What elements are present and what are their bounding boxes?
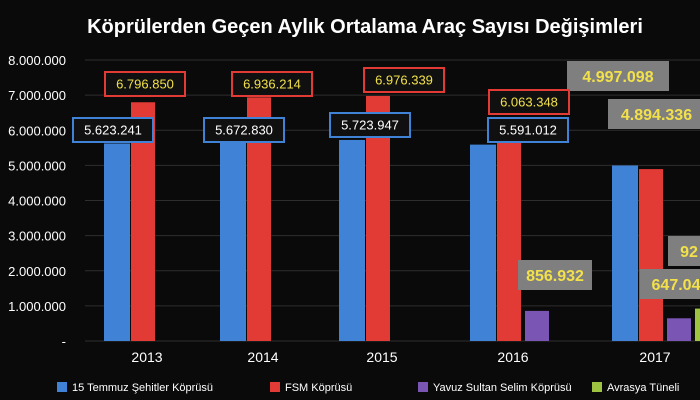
- bar-15-temmuz-sehitler-koprusu-2017: [612, 165, 638, 341]
- data-label-text: 647.04: [652, 277, 700, 294]
- data-label-box: [518, 260, 592, 290]
- bar-avrasya-tuneli-2017: [695, 308, 700, 341]
- data-label-fsm-koprusu-2013: 6.796.850: [104, 71, 186, 97]
- y-tick-label: 8.000.000: [8, 53, 66, 68]
- data-label-box: [668, 236, 700, 266]
- y-tick-label: 3.000.000: [8, 229, 66, 244]
- chart-title: Köprülerden Geçen Aylık Ortalama Araç Sa…: [87, 16, 643, 38]
- x-tick-label: 2016: [497, 349, 528, 365]
- data-label-text: 4.894.336: [621, 107, 692, 124]
- data-label-15-temmuz-sehitler-koprusu-2013: 5.623.241: [72, 117, 154, 143]
- data-label-box: [363, 67, 445, 93]
- y-tick-label: 5.000.000: [8, 158, 66, 173]
- grid: [85, 59, 700, 342]
- data-label-text: 6.796.850: [116, 77, 174, 92]
- legend-swatch: [57, 382, 67, 392]
- x-tick-label: 2013: [131, 349, 162, 365]
- data-label-fsm-koprusu-2014: 6.936.214: [231, 71, 313, 97]
- bars: [104, 95, 700, 342]
- data-label-text: 6.063.348: [500, 95, 558, 110]
- data-label-text: 5.591.012: [499, 123, 557, 138]
- legend-label: 15 Temmuz Şehitler Köprüsü: [72, 382, 213, 394]
- data-label-fsm-koprusu-2016: 6.063.348: [488, 89, 570, 115]
- data-labels: 5.623.241 5.672.830 5.723.947 5.591.012 4.99…: [72, 61, 700, 299]
- y-axis: 8.000.000 7.000.000 6.000.000 5.000.000 4.00…: [8, 53, 66, 349]
- legend-swatch: [270, 382, 280, 392]
- bar-15-temmuz-sehitler-koprusu-2016: [470, 144, 496, 341]
- legend-item-fsm-koprusu: FSM Köprüsü: [270, 382, 352, 394]
- data-label-box: [72, 117, 154, 143]
- data-label-text: 4.997.098: [582, 69, 653, 86]
- legend-label: Yavuz Sultan Selim Köprüsü: [433, 382, 572, 394]
- data-label-box: [487, 117, 569, 143]
- y-tick-label: 7.000.000: [8, 88, 66, 103]
- data-label-box: [640, 269, 700, 299]
- data-label-fsm-koprusu-2017: 4.894.336: [608, 99, 700, 129]
- x-tick-label: 2017: [639, 349, 670, 365]
- x-tick-label: 2014: [247, 349, 278, 365]
- data-label-box: [608, 99, 700, 129]
- data-label-box: [104, 71, 186, 97]
- x-tick-label: 2015: [366, 349, 397, 365]
- data-label-text: 5.623.241: [84, 123, 142, 138]
- legend-item-avrasya-tuneli: Avrasya Tüneli: [592, 382, 679, 394]
- legend-swatch: [418, 382, 428, 392]
- y-tick-label: 4.000.000: [8, 194, 66, 209]
- legend-label: FSM Köprüsü: [285, 382, 352, 394]
- data-label-text: 6.936.214: [243, 77, 301, 92]
- data-label-box: [329, 112, 411, 138]
- data-label-box: [488, 89, 570, 115]
- data-label-box: [231, 71, 313, 97]
- bar-15-temmuz-sehitler-koprusu-2013: [104, 143, 130, 341]
- y-tick-label: 2.000.000: [8, 264, 66, 279]
- legend: 15 Temmuz Şehitler Köprüsü FSM Köprüsü Yav…: [57, 382, 679, 394]
- data-label-text: 92: [680, 244, 698, 261]
- bar-fsm-koprusu-2016: [497, 128, 521, 341]
- data-label-yavuz-sultan-selim-koprusu-2016: 856.932: [518, 260, 592, 290]
- data-label-avrasya-tuneli-2017: 92: [668, 236, 700, 266]
- data-label-text: 5.672.830: [215, 123, 273, 138]
- data-label-text: 5.723.947: [341, 118, 399, 133]
- data-label-box: [567, 61, 669, 91]
- data-label-fsm-koprusu-2015: 6.976.339: [363, 67, 445, 93]
- data-label-15-temmuz-sehitler-koprusu-2017: 4.997.098: [567, 61, 669, 91]
- bar-yavuz-sultan-selim-koprusu-2016: [525, 310, 549, 341]
- y-tick-label: 6.000.000: [8, 123, 66, 138]
- data-label-text: 6.976.339: [375, 73, 433, 88]
- legend-label: Avrasya Tüneli: [607, 382, 679, 394]
- data-label-15-temmuz-sehitler-koprusu-2016: 5.591.012: [487, 117, 569, 143]
- y-tick-label: 1.000.000: [8, 299, 66, 314]
- bar-15-temmuz-sehitler-koprusu-2015: [339, 139, 365, 341]
- data-label-box: [203, 117, 285, 143]
- bar-yavuz-sultan-selim-koprusu-2017: [667, 318, 691, 341]
- x-axis: 2013 2014 2015 2016 2017: [131, 349, 670, 365]
- data-label-15-temmuz-sehitler-koprusu-2014: 5.672.830: [203, 117, 285, 143]
- legend-item-yavuz-sultan-selim-koprusu: Yavuz Sultan Selim Köprüsü: [418, 382, 572, 394]
- bar-15-temmuz-sehitler-koprusu-2014: [220, 141, 246, 341]
- data-label-15-temmuz-sehitler-koprusu-2015: 5.723.947: [329, 112, 411, 138]
- y-tick-label: -: [62, 334, 66, 349]
- legend-swatch: [592, 382, 602, 392]
- data-label-yavuz-sultan-selim-koprusu-2017: 647.04: [640, 269, 700, 299]
- legend-item-15-temmuz-sehitler-koprusu: 15 Temmuz Şehitler Köprüsü: [57, 382, 213, 394]
- data-label-text: 856.932: [526, 268, 584, 285]
- bar-fsm-koprusu-2017: [639, 169, 663, 341]
